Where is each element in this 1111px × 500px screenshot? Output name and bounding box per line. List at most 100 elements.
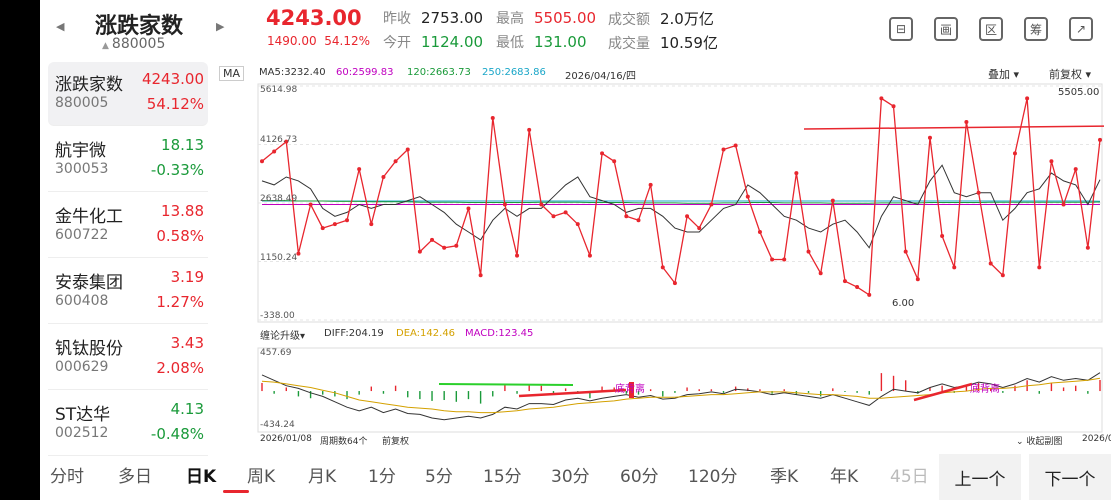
- low-value-label: 6.00: [892, 298, 915, 309]
- y-tick-label: 2638.49: [260, 194, 298, 204]
- price-point: [782, 257, 787, 262]
- watchlist-item[interactable]: ST达华 002512 4.13 -0.48%: [48, 392, 208, 456]
- share-icon[interactable]: ↗: [1069, 17, 1093, 41]
- price-point: [927, 135, 932, 140]
- tab-fenshi[interactable]: 分时: [50, 467, 84, 487]
- price-point: [952, 265, 957, 270]
- start-date: 2026/01/08: [260, 434, 312, 444]
- price-point: [320, 226, 325, 231]
- end-date: 2026/04/16: [1082, 434, 1111, 444]
- price-point: [636, 218, 641, 223]
- tab-30min[interactable]: 30分: [551, 467, 590, 487]
- item-pct: 1.27%: [156, 293, 204, 311]
- watchlist-item[interactable]: 安泰集团 600408 3.19 1.27%: [48, 260, 208, 324]
- price-point: [284, 139, 289, 144]
- tab-15min[interactable]: 15分: [483, 467, 522, 487]
- next-button[interactable]: 下一个: [1029, 454, 1111, 500]
- price-point: [685, 214, 690, 219]
- macd-chart-frame: [257, 347, 1103, 433]
- price-point: [624, 214, 629, 219]
- chips-icon[interactable]: 筹: [1024, 17, 1048, 41]
- item-code: 600722: [55, 227, 109, 243]
- item-code: 002512: [55, 425, 109, 441]
- watchlist-item[interactable]: 钒钛股份 000629 3.43 2.08%: [48, 326, 208, 390]
- price-point: [697, 226, 702, 231]
- tab-1min[interactable]: 1分: [368, 467, 396, 487]
- kline-chart[interactable]: MA MA5:3232.40 60:2599.83 120:2663.73 25…: [216, 62, 1111, 447]
- price-point: [430, 237, 435, 242]
- prev-stock-arrow-icon[interactable]: ◀: [56, 20, 65, 33]
- watchlist: 涨跌家数 880005 4243.00 54.12% 航宇微 300053 18…: [48, 62, 244, 456]
- price-point: [357, 167, 362, 172]
- price-point: [879, 96, 884, 101]
- price-point: [417, 249, 422, 254]
- price-point: [296, 251, 301, 256]
- prev-button[interactable]: 上一个: [939, 454, 1021, 500]
- price-point: [855, 285, 860, 290]
- tab-nianK[interactable]: 年K: [830, 467, 859, 487]
- stock-code-value: 880005: [111, 36, 166, 52]
- price-point: [478, 273, 483, 278]
- price-point: [405, 147, 410, 152]
- price-point: [539, 202, 544, 207]
- minimize-icon[interactable]: ⊟: [889, 17, 913, 41]
- tab-yuek[interactable]: 月K: [308, 467, 337, 487]
- price-point: [332, 222, 337, 227]
- price-point: [988, 261, 993, 266]
- dea-line: [261, 377, 1101, 414]
- tab-60min[interactable]: 60分: [620, 467, 659, 487]
- price-line: [261, 97, 1101, 297]
- item-code: 600408: [55, 293, 109, 309]
- price-point: [272, 149, 277, 154]
- period-count: 周期数64个: [320, 437, 368, 447]
- price-point: [1049, 159, 1054, 164]
- volume: 成交量 10.59亿: [608, 34, 718, 52]
- item-code: 300053: [55, 161, 109, 177]
- indicator-selector[interactable]: 缠论升级▾: [260, 331, 306, 342]
- price-point: [1073, 167, 1078, 172]
- watchlist-item[interactable]: 航宇微 300053 18.13 -0.33%: [48, 128, 208, 192]
- price-point: [442, 245, 447, 250]
- watchlist-item[interactable]: 涨跌家数 880005 4243.00 54.12%: [48, 62, 208, 126]
- tab-5min[interactable]: 5分: [425, 467, 453, 487]
- range-icon[interactable]: 区: [979, 17, 1003, 41]
- open: 今开 1124.00: [383, 33, 484, 51]
- item-code: 880005: [55, 95, 109, 111]
- price-point: [1012, 151, 1017, 156]
- next-stock-arrow-icon[interactable]: ▶: [216, 20, 225, 33]
- tab-zhouk[interactable]: 周K: [247, 467, 276, 487]
- tab-duori[interactable]: 多日: [118, 467, 152, 487]
- tab-120min[interactable]: 120分: [688, 467, 738, 487]
- divergence-annotation: 底背离: [615, 384, 645, 395]
- watchlist-item[interactable]: 金牛化工 600722 13.88 0.58%: [48, 194, 208, 258]
- item-price: 18.13: [161, 136, 204, 154]
- price-point: [466, 206, 471, 211]
- amount: 成交额 2.0万亿: [608, 10, 714, 28]
- price-point: [867, 292, 872, 297]
- item-price: 4243.00: [141, 70, 204, 88]
- diff-label: DIFF:204.19: [324, 328, 384, 339]
- stock-code: ▲ 880005: [102, 36, 165, 52]
- price-point: [600, 151, 605, 156]
- collapse-subchart-button[interactable]: ⌄ 收起副图: [1016, 437, 1063, 447]
- high-value-label: 5505.00: [1058, 87, 1100, 98]
- item-price: 13.88: [161, 202, 204, 220]
- tab-jik[interactable]: 季K: [770, 467, 799, 487]
- prev-close: 昨收 2753.00: [383, 9, 484, 27]
- y-tick-label: 4126.73: [260, 135, 298, 145]
- price-points: [260, 96, 1102, 297]
- adjust-button[interactable]: 前复权 ▾: [1049, 68, 1092, 81]
- tab-45day[interactable]: 45日: [890, 467, 929, 487]
- draw-icon[interactable]: 画: [934, 17, 958, 41]
- price-change: 1490.00 54.12%: [267, 34, 370, 48]
- item-pct: -0.48%: [150, 425, 204, 443]
- overlay-button[interactable]: 叠加 ▾: [988, 68, 1020, 81]
- item-price: 3.43: [170, 334, 204, 352]
- price-point: [454, 243, 459, 248]
- tab-rik[interactable]: 日K: [186, 467, 217, 487]
- ma-selector[interactable]: MA: [219, 66, 245, 81]
- change-pct: 54.12%: [324, 34, 371, 48]
- price-point: [964, 119, 969, 124]
- macd-y-top: 457.69: [260, 348, 292, 358]
- item-pct: 54.12%: [146, 95, 204, 113]
